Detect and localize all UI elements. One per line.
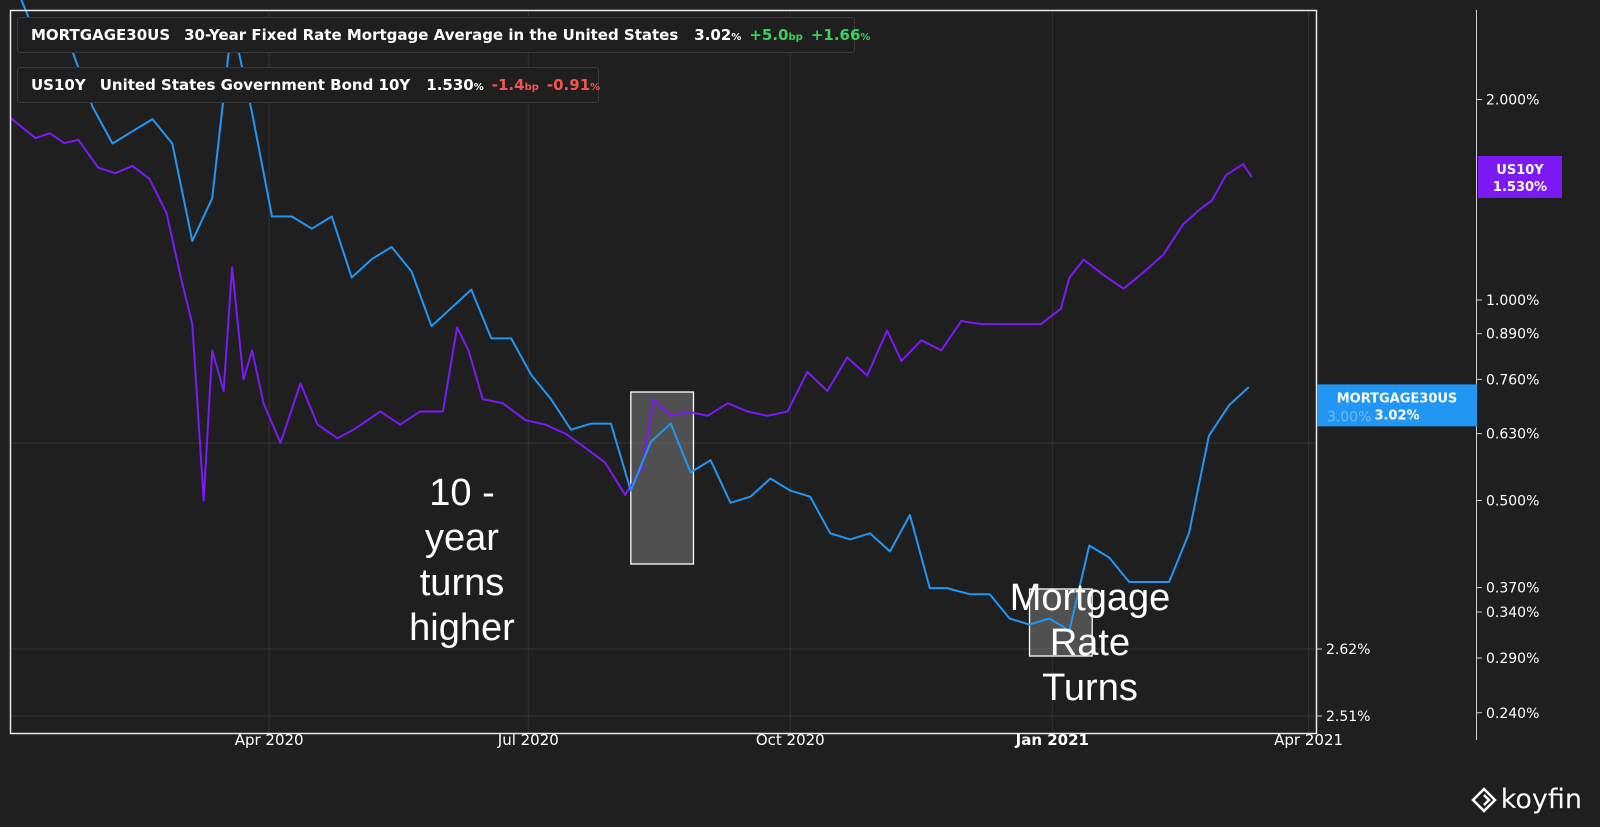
- badge-ghost-value: 3.00%: [1327, 409, 1371, 425]
- plot-frame: [9, 9, 1318, 735]
- x-tick-label: Oct 2020: [756, 731, 825, 749]
- right-tick-label: 0.240%: [1486, 706, 1539, 722]
- badge-symbol: MORTGAGE30US: [1337, 391, 1458, 406]
- koyfin-logo-icon: [1470, 786, 1497, 813]
- legend-mortgage-name: 30-Year Fixed Rate Mortgage Average in t…: [184, 26, 679, 44]
- right-tick-label: 0.340%: [1486, 605, 1539, 621]
- series-line-us10y: [9, 116, 1253, 502]
- annotation-line: 10 -: [429, 472, 494, 514]
- x-tick-label: Jul 2020: [497, 731, 559, 749]
- series-lines: [9, 0, 1253, 632]
- right-tick-label: 0.760%: [1486, 372, 1539, 388]
- legend-us10y[interactable]: US10Y United States Government Bond 10Y …: [17, 67, 601, 103]
- highlight-box: [630, 391, 695, 565]
- koyfin-logo[interactable]: koyfin: [1470, 784, 1582, 815]
- right-tick-label: 1.000%: [1486, 293, 1539, 309]
- right-tick-label: 0.500%: [1486, 493, 1539, 509]
- series-line-mortgage30us: [20, 0, 1250, 632]
- legend-us10y-symbol: US10Y: [31, 76, 86, 94]
- legend-mortgage-value: 3.02%: [694, 26, 742, 44]
- koyfin-logo-text: koyfin: [1500, 784, 1582, 815]
- badge-us10y: US10Y 1.530%: [1478, 155, 1562, 198]
- legend-mortgage-change-bp: +5.0bp: [749, 26, 803, 44]
- badge-mortgage30us: 3.00% MORTGAGE30US 3.02%: [1317, 384, 1477, 427]
- legend-us10y-name: United States Government Bond 10Y: [99, 76, 411, 94]
- annotation-line: higher: [409, 607, 515, 649]
- annotation-line: year: [425, 517, 499, 559]
- annotations: 10 -year turns higher Mortgage Rate Turns: [409, 472, 1170, 709]
- badge-value: 3.02%: [1374, 408, 1419, 423]
- x-tick-label: Apr 2021: [1274, 731, 1343, 749]
- highlight-box: [1028, 588, 1093, 657]
- annotation-label: 10 -year turns higher: [409, 472, 515, 649]
- legend-us10y-change-bp: -1.4bp: [491, 76, 539, 94]
- legend-us10y-value: 1.530%: [426, 76, 484, 94]
- left-tick-label: 2.51%: [1326, 709, 1370, 725]
- right-tick-label: 0.290%: [1486, 651, 1539, 667]
- badge-value: 1.530%: [1493, 180, 1547, 195]
- legend-us10y-change-pct: -0.91%: [546, 76, 601, 94]
- right-tick-label: 0.890%: [1486, 327, 1539, 343]
- annotation-line: Mortgage: [1010, 577, 1171, 619]
- annotation-label: Mortgage Rate Turns: [1010, 577, 1171, 709]
- badge-bg: [1478, 155, 1562, 198]
- right-tick-label: 0.630%: [1486, 427, 1539, 443]
- right-tick-label: 2.000%: [1486, 93, 1539, 109]
- annotation-line: turns: [420, 562, 504, 604]
- badge-bg: [1317, 384, 1477, 427]
- x-tick-label: Jan 2021: [1015, 731, 1089, 749]
- legend-mortgage-symbol: MORTGAGE30US: [31, 26, 171, 44]
- annotation-line: Rate: [1050, 622, 1130, 664]
- annotation-line: Turns: [1042, 667, 1138, 709]
- right-tick-label: 0.370%: [1486, 581, 1539, 597]
- axis-labels: Apr 2020 Jul 2020 Oct 2020 Jan 2021 Apr 2021…: [235, 93, 1540, 749]
- x-tick-label: Apr 2020: [235, 731, 304, 749]
- legend-mortgage[interactable]: MORTGAGE30US 30-Year Fixed Rate Mortgage…: [17, 17, 870, 53]
- legend-mortgage-change-pct: +1.66%: [810, 26, 871, 44]
- highlight-boxes: [630, 391, 1093, 657]
- price-badges: US10Y 1.530% 3.00% MORTGAGE30US 3.02%: [1317, 155, 1562, 427]
- badge-symbol: US10Y: [1496, 163, 1544, 178]
- left-tick-label: 2.62%: [1326, 642, 1370, 658]
- grid-lines: [11, 11, 1316, 733]
